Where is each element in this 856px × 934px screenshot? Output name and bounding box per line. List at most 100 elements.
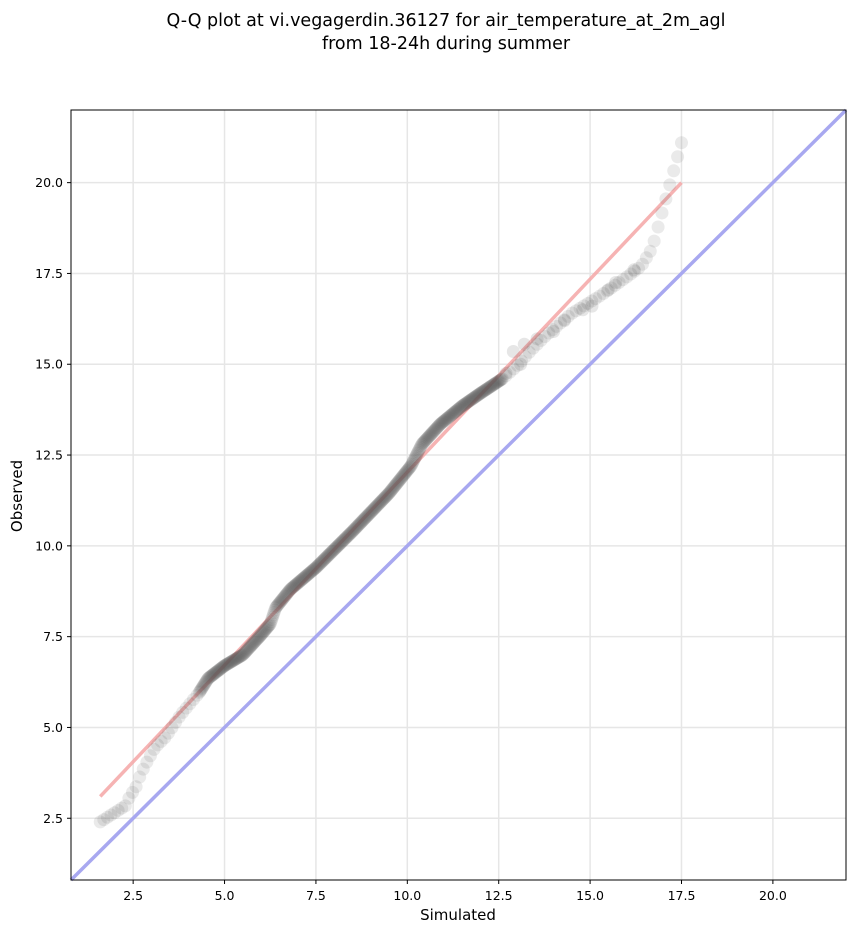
- data-point: [104, 808, 118, 822]
- data-point: [332, 538, 346, 552]
- data-point: [339, 530, 353, 544]
- data-point: [467, 391, 481, 405]
- data-point: [452, 402, 466, 416]
- data-point: [439, 413, 453, 427]
- data-point: [499, 366, 513, 380]
- data-point: [327, 543, 341, 557]
- data-point: [538, 330, 552, 344]
- data-point: [309, 561, 323, 575]
- data-point: [380, 488, 394, 502]
- data-point: [267, 605, 281, 619]
- data-point: [458, 397, 472, 411]
- data-point: [133, 770, 147, 784]
- data-point: [465, 392, 479, 406]
- data-point: [518, 350, 532, 364]
- data-point: [321, 549, 335, 563]
- data-point: [423, 428, 437, 442]
- data-point: [158, 731, 172, 745]
- data-point: [291, 576, 305, 590]
- data-point: [394, 472, 408, 486]
- data-point: [369, 500, 383, 514]
- data-point: [275, 593, 289, 607]
- data-point: [209, 665, 223, 679]
- data-point: [659, 192, 673, 206]
- data-point: [401, 463, 415, 477]
- data-point: [632, 261, 646, 275]
- data-point: [454, 400, 468, 414]
- data-point: [268, 603, 282, 617]
- data-point: [297, 571, 311, 585]
- data-point: [218, 658, 232, 672]
- data-point: [526, 341, 540, 355]
- data-point: [479, 383, 493, 397]
- data-point: [441, 411, 455, 425]
- data-point: [169, 715, 183, 729]
- data-point: [245, 638, 259, 652]
- data-point: [647, 234, 661, 248]
- data-point: [347, 522, 361, 536]
- data-point: [298, 570, 312, 584]
- data-point: [317, 553, 331, 567]
- data-point: [317, 552, 331, 566]
- data-point: [247, 635, 261, 649]
- data-point: [585, 294, 599, 308]
- data-point: [214, 662, 228, 676]
- data-point: [210, 664, 224, 678]
- data-point: [280, 587, 294, 601]
- data-point: [381, 487, 395, 501]
- data-point: [253, 629, 267, 643]
- data-point: [285, 581, 299, 595]
- data-point: [413, 440, 427, 454]
- data-point: [403, 460, 417, 474]
- data-point: [289, 578, 303, 592]
- data-point: [395, 471, 409, 485]
- data-point: [360, 509, 374, 523]
- data-point: [413, 442, 427, 456]
- data-point: [392, 474, 406, 488]
- data-point: [418, 434, 432, 448]
- data-point: [179, 701, 193, 715]
- data-point: [308, 561, 322, 575]
- data-point: [320, 550, 334, 564]
- data-point: [214, 661, 228, 675]
- reference-lines: [69, 108, 848, 882]
- data-point: [258, 623, 272, 637]
- data-point: [558, 314, 572, 328]
- data-point: [350, 519, 364, 533]
- data-point: [585, 299, 599, 313]
- data-point: [429, 422, 443, 436]
- data-point: [221, 657, 235, 671]
- data-point: [655, 206, 669, 220]
- data-point: [212, 663, 226, 677]
- data-point: [390, 477, 404, 491]
- data-point: [416, 436, 430, 450]
- data-point: [287, 580, 301, 594]
- data-point: [211, 664, 225, 678]
- data-point: [362, 507, 376, 521]
- data-point: [443, 409, 457, 423]
- data-point: [476, 384, 490, 398]
- data-point: [461, 395, 475, 409]
- data-point: [542, 326, 556, 340]
- data-point: [190, 688, 204, 702]
- data-point: [143, 749, 157, 763]
- data-point: [596, 287, 610, 301]
- data-point: [398, 467, 412, 481]
- data-point: [400, 464, 414, 478]
- data-point: [108, 806, 122, 820]
- data-point: [406, 456, 420, 470]
- data-point: [425, 426, 439, 440]
- data-point: [393, 473, 407, 487]
- data-point: [573, 301, 587, 315]
- data-point: [284, 582, 298, 596]
- data-points: [93, 136, 688, 829]
- data-point: [269, 600, 283, 614]
- data-point: [349, 521, 363, 535]
- data-point: [473, 386, 487, 400]
- data-point: [616, 273, 630, 287]
- data-point: [326, 544, 340, 558]
- data-point: [352, 517, 366, 531]
- data-point: [491, 374, 505, 388]
- data-point: [440, 411, 454, 425]
- data-point: [609, 276, 623, 290]
